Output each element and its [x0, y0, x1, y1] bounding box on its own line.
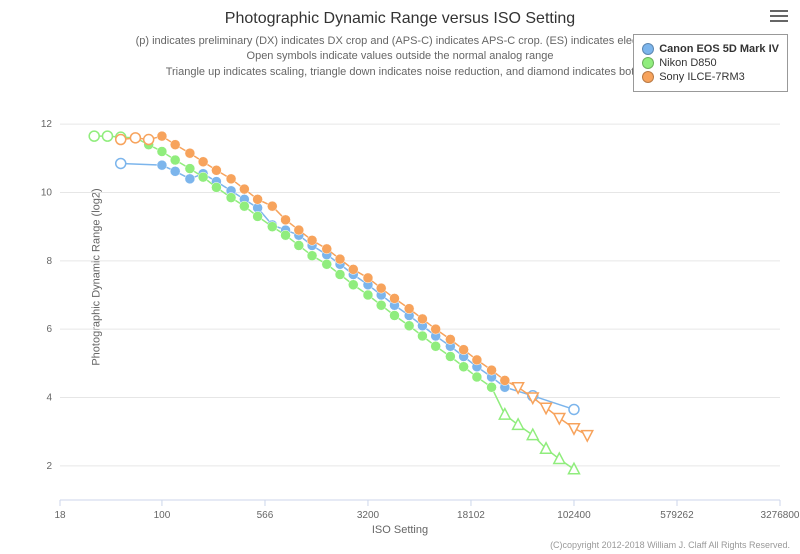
series[interactable] [116, 158, 579, 414]
x-tick-label: 3200 [357, 510, 380, 521]
x-tick-label: 566 [257, 510, 274, 521]
y-tick-label: 10 [41, 188, 53, 199]
x-tick-label: 102400 [557, 510, 591, 521]
subtitle-line-2: Open symbols indicate values outside the… [247, 50, 554, 62]
chart-container: Photographic Dynamic Range versus ISO Se… [0, 0, 800, 554]
x-tick-label: 18102 [457, 510, 485, 521]
chart-title: Photographic Dynamic Range versus ISO Se… [0, 10, 800, 28]
x-tick-label: 100 [154, 510, 171, 521]
legend-label: Nikon D850 [659, 57, 716, 69]
y-tick-label: 12 [41, 119, 53, 130]
y-tick-label: 6 [46, 324, 52, 335]
x-tick-label: 579262 [660, 510, 694, 521]
x-tick-label: 3276800 [761, 510, 800, 521]
subtitle-line-1: (p) indicates preliminary (DX) indicates… [136, 35, 665, 47]
y-tick-label: 2 [46, 461, 52, 472]
legend-label: Canon EOS 5D Mark IV [659, 43, 779, 55]
legend-item[interactable]: Sony ILCE-7RM3 [642, 71, 779, 83]
legend-marker-icon [642, 71, 654, 83]
series[interactable] [89, 131, 579, 474]
y-tick-label: 8 [46, 256, 52, 267]
x-tick-label: 18 [54, 510, 66, 521]
legend: Canon EOS 5D Mark IV Nikon D850 Sony ILCE-… [633, 34, 788, 92]
y-tick-label: 4 [46, 393, 52, 404]
legend-marker-icon [642, 43, 654, 55]
legend-label: Sony ILCE-7RM3 [659, 71, 745, 83]
plot-area: 2468101218100566320018102102400579262327… [60, 90, 780, 500]
legend-marker-icon [642, 57, 654, 69]
legend-item[interactable]: Canon EOS 5D Mark IV [642, 43, 779, 55]
chart-context-menu-button[interactable] [770, 10, 788, 24]
legend-item[interactable]: Nikon D850 [642, 57, 779, 69]
x-axis-title: ISO Setting [0, 524, 800, 536]
credits: (C)copyright 2012-2018 William J. Claff … [550, 540, 790, 550]
subtitle-line-3: Triangle up indicates scaling, triangle … [166, 66, 635, 78]
